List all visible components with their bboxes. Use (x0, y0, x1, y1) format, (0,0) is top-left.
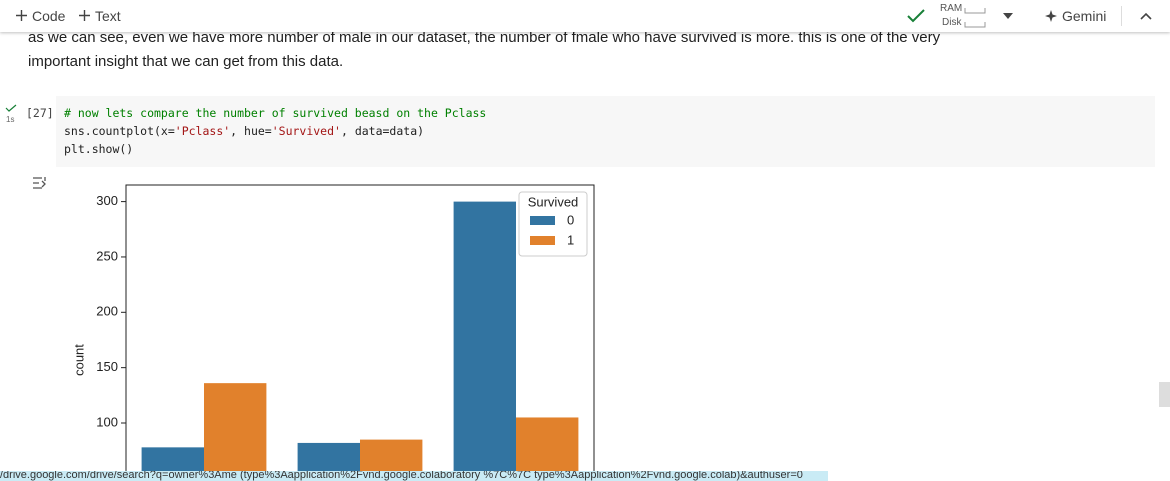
code-line: sns.countplot(x='Pclass', hue='Survived'… (64, 124, 424, 138)
legend-label: 1 (567, 232, 574, 247)
divider (1121, 6, 1122, 26)
add-text-button[interactable]: Text (95, 8, 121, 24)
legend-label: 0 (567, 212, 574, 227)
code-token: # now lets compare the number of survive… (64, 106, 487, 120)
y-tick-label: 250 (96, 248, 118, 263)
output-icon[interactable] (31, 175, 49, 191)
plus-icon (79, 10, 90, 21)
bar (141, 447, 204, 471)
disk-label: Disk (942, 17, 962, 28)
resource-bars (964, 8, 986, 28)
y-tick-label: 150 (96, 359, 118, 374)
toolbar: Code Text RAM Disk Gemini (0, 0, 1170, 32)
y-tick-label: 200 (96, 304, 118, 319)
dropdown-arrow[interactable] (1003, 13, 1013, 19)
bar (297, 442, 360, 471)
y-tick-label: 100 (96, 414, 118, 429)
code-token: , data=data) (340, 124, 425, 138)
scrollbar-thumb[interactable] (1159, 382, 1170, 407)
legend-swatch (530, 216, 555, 225)
code-token: 'Survived' (271, 124, 341, 138)
bar (204, 383, 267, 471)
legend-title: Survived (528, 194, 579, 209)
code-cell[interactable] (56, 96, 1155, 167)
chart: count 100 150 200 250 300 Survived 0 1 (71, 184, 595, 471)
gemini-button[interactable]: Gemini (1062, 8, 1107, 24)
code-token: , hue= (230, 124, 272, 138)
bar (516, 417, 579, 471)
y-tick-label: 300 (96, 193, 118, 208)
gemini-icon (1045, 10, 1057, 22)
add-code-button[interactable]: Code (32, 8, 66, 24)
plus-icon (16, 10, 27, 21)
status-url: /drive.google.com/drive/search?q=owner%3… (0, 471, 803, 481)
bar (453, 201, 516, 471)
code-line: # now lets compare the number of survive… (64, 106, 486, 120)
y-axis-label: count (71, 344, 86, 376)
run-check (5, 104, 17, 112)
code-token: 'Pclass' (174, 124, 231, 138)
code-token: plt.show() (64, 142, 134, 156)
status-bar: /drive.google.com/drive/search?q=owner%3… (0, 471, 828, 481)
execution-count: [27] (26, 106, 54, 120)
code-line: plt.show() (64, 142, 133, 156)
legend-swatch (530, 236, 555, 245)
run-duration: 1s (6, 115, 15, 124)
ram-label: RAM (940, 3, 963, 14)
code-token: sns.countplot(x= (64, 124, 175, 138)
text-line: as we can see, even we have more number … (28, 29, 941, 46)
collapse-icon[interactable] (1140, 12, 1152, 20)
text-line: important insight that we can get from t… (28, 53, 344, 70)
bar (360, 439, 423, 471)
connected-check (907, 9, 925, 23)
